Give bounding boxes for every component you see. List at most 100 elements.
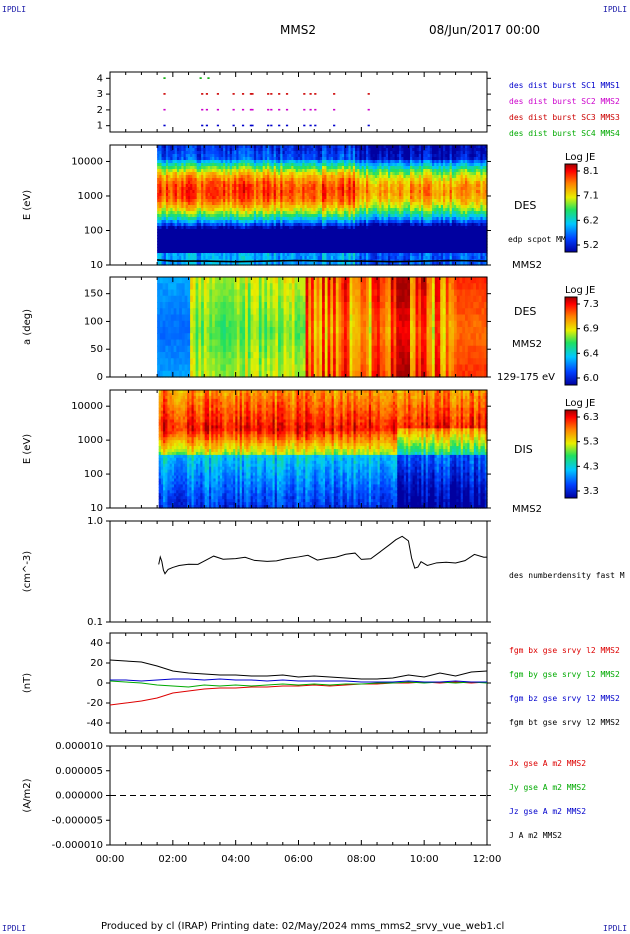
colorbar-tick: 3.3 xyxy=(583,486,599,497)
colorbar-tick: 7.3 xyxy=(583,299,599,310)
y-tick-label: 10000 xyxy=(71,401,103,412)
y-tick-label: 10000 xyxy=(71,156,103,167)
sat-label: MMS2 xyxy=(512,504,542,515)
burst-mark xyxy=(333,124,336,127)
date-title: 08/Jun/2017 00:00 xyxy=(429,23,540,37)
burst-mark xyxy=(232,124,235,127)
burst-mark xyxy=(232,93,235,95)
scpot-line xyxy=(157,259,488,263)
panel-label: DES xyxy=(514,199,536,212)
colorbar-title: Log JE xyxy=(565,398,595,409)
x-tick-label: 06:00 xyxy=(284,854,313,865)
corner-label-bottom-left: IPDLI xyxy=(2,924,26,933)
y-tick-label: 4 xyxy=(97,73,103,84)
x-tick-label: 04:00 xyxy=(221,854,250,865)
burst-mark xyxy=(249,124,253,127)
burst-mark xyxy=(205,108,209,111)
x-tick-label: 10:00 xyxy=(410,854,439,865)
burst-mark xyxy=(270,108,273,111)
y-axis-label: E (eV) xyxy=(22,190,33,220)
y-tick-label: 40 xyxy=(90,638,103,649)
sat-label: MMS2 xyxy=(512,339,542,350)
density-line xyxy=(158,535,488,575)
panel-label: DES xyxy=(514,305,536,318)
y-tick-label: -0.000010 xyxy=(52,840,103,851)
y-axis-label: (nT) xyxy=(22,673,33,693)
burst-mark xyxy=(367,93,370,95)
corner-label-top-right: IPDLI xyxy=(603,5,627,14)
burst-mark xyxy=(314,124,317,127)
y-axis-label: E (eV) xyxy=(22,434,33,464)
burst-mark xyxy=(163,77,166,79)
burst-mark xyxy=(251,93,254,95)
colorbar-tick: 6.4 xyxy=(583,348,599,359)
legend-entry: des dist burst SC3 MMS3 xyxy=(509,113,620,122)
legend-entry: J A m2 MMS2 xyxy=(509,831,562,840)
y-tick-label: 100 xyxy=(84,316,103,327)
panel-label: DIS xyxy=(514,443,533,456)
burst-mark xyxy=(207,77,210,79)
y-tick-label: 2 xyxy=(97,105,103,116)
y-tick-label: 10 xyxy=(90,260,103,271)
field-line xyxy=(109,680,488,688)
burst-mark xyxy=(367,124,370,127)
burst-mark xyxy=(201,108,204,111)
corner-label-top-left: IPDLI xyxy=(2,5,26,14)
x-tick-label: 12:00 xyxy=(473,854,502,865)
y-tick-label: 0.1 xyxy=(87,617,103,628)
y-tick-label: 10 xyxy=(90,503,103,514)
burst-mark xyxy=(270,93,273,95)
colorbar-tick: 6.2 xyxy=(583,215,599,226)
colorbar-tick: 8.1 xyxy=(583,166,599,177)
burst-mark xyxy=(216,124,220,127)
burst-mark xyxy=(251,124,254,127)
colorbar-tick: 6.3 xyxy=(583,412,599,423)
colorbar-tick: 4.3 xyxy=(583,461,599,472)
y-tick-label: -20 xyxy=(87,698,103,709)
burst-mark xyxy=(232,108,235,111)
burst-mark xyxy=(270,124,273,127)
burst-mark xyxy=(163,108,166,111)
y-tick-label: 0.000000 xyxy=(55,791,103,802)
burst-mark xyxy=(309,108,312,111)
y-axis-label: (A/m2) xyxy=(22,778,33,812)
burst-mark xyxy=(163,93,166,95)
y-tick-label: 0 xyxy=(97,372,103,383)
burst-mark xyxy=(205,124,209,127)
y-tick-label: 1.0 xyxy=(87,516,103,527)
y-tick-label: 50 xyxy=(90,344,103,355)
legend-entry: Jx gse A m2 MMS2 xyxy=(509,759,586,768)
burst-mark xyxy=(303,124,306,127)
colorbar-tick: 5.2 xyxy=(583,240,599,251)
overlay-label: edp scpot MMS2 xyxy=(508,235,576,244)
burst-mark xyxy=(303,108,306,111)
burst-mark xyxy=(309,124,312,127)
x-tick-label: 02:00 xyxy=(158,854,187,865)
colorbar xyxy=(564,163,578,253)
burst-mark xyxy=(267,108,270,111)
y-axis-label: (cm^-3) xyxy=(22,551,33,592)
panels: 1 2 3 4 des dist burst SC1 MMS1 des dist burs… xyxy=(22,71,625,865)
mission-title: MMS2 xyxy=(280,23,316,37)
colorbar-tick: 6.9 xyxy=(583,324,599,335)
colorbar-tick: 6.0 xyxy=(583,373,599,384)
colorbar-tick: 7.1 xyxy=(583,191,599,202)
burst-mark xyxy=(199,77,202,79)
burst-mark xyxy=(201,93,204,95)
burst-mark xyxy=(241,108,245,111)
colorbar-title: Log JE xyxy=(565,152,595,163)
legend-entry: fgm bx gse srvy l2 MMS2 xyxy=(509,646,620,655)
y-axis-label: a (deg) xyxy=(22,309,33,345)
y-tick-label: -40 xyxy=(87,718,103,729)
sat-label: MMS2 xyxy=(512,260,542,271)
colorbar-tick: 5.3 xyxy=(583,437,599,448)
legend-entry: fgm bt gse srvy l2 MMS2 xyxy=(509,718,620,727)
burst-mark xyxy=(241,124,245,127)
legend-entry: des dist burst SC1 MMS1 xyxy=(509,81,620,90)
corner-label-bottom-right: IPDLI xyxy=(603,924,627,933)
burst-mark xyxy=(285,108,289,111)
burst-mark xyxy=(278,108,281,111)
burst-mark xyxy=(309,93,312,95)
legend-entry: des dist burst SC2 MMS2 xyxy=(509,97,620,106)
